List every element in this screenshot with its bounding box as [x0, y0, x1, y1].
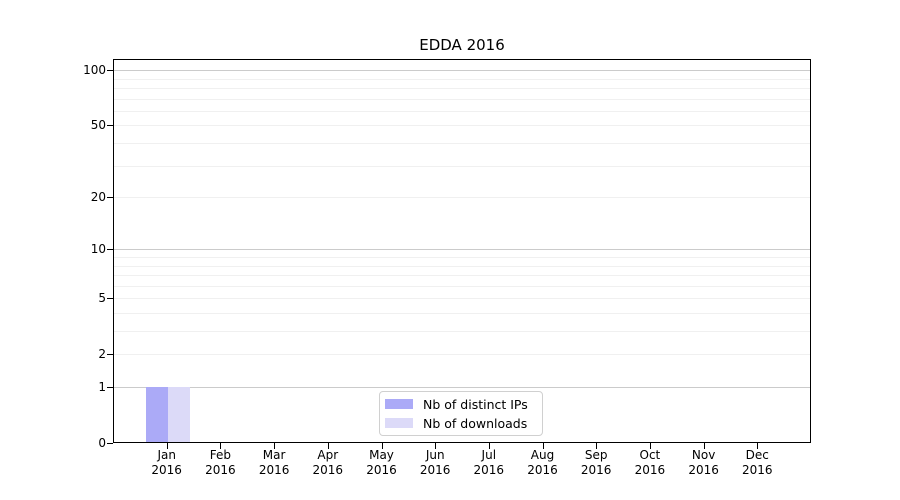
legend-swatch-distinct-ips [385, 399, 413, 409]
gridline-minor [114, 98, 810, 100]
x-axis-tick-label: Oct 2016 [622, 448, 678, 478]
x-tick-mark [327, 443, 329, 449]
x-axis-tick-label: Dec 2016 [729, 448, 785, 478]
y-axis-tick-label: 2 [98, 347, 106, 362]
legend-entry-distinct-ips: Nb of distinct IPs [385, 396, 534, 412]
y-tick-mark [107, 354, 113, 356]
x-tick-mark [381, 443, 383, 449]
y-tick-mark [107, 125, 113, 127]
x-axis-tick-label: Jul 2016 [461, 448, 517, 478]
x-axis-tick-label: Sep 2016 [568, 448, 624, 478]
legend: Nb of distinct IPs Nb of downloads [379, 391, 543, 436]
x-axis-tick-label: Jan 2016 [139, 448, 195, 478]
y-axis-tick-label: 50 [90, 118, 106, 133]
x-tick-mark [649, 443, 651, 449]
x-tick-year: 2016 [742, 463, 773, 477]
x-tick-mark [703, 443, 705, 449]
x-tick-year: 2016 [580, 463, 612, 477]
gridline-major [114, 387, 810, 388]
gridline-minor [114, 165, 810, 167]
x-tick-year: 2016 [312, 463, 344, 477]
x-tick-year: 2016 [258, 463, 290, 477]
y-tick-mark [107, 70, 113, 72]
y-tick-mark [107, 197, 113, 199]
gridline-minor [114, 78, 810, 80]
x-tick-mark [596, 443, 598, 449]
gridline-minor [114, 354, 810, 356]
x-tick-mark [435, 443, 437, 449]
legend-label-downloads: Nb of downloads [423, 415, 528, 431]
x-tick-month: Sep [584, 448, 608, 462]
gridline-minor [114, 257, 810, 258]
gridline-major [114, 70, 810, 72]
x-tick-month: Oct [639, 448, 661, 462]
x-tick-month: Dec [745, 448, 769, 462]
gridline-minor [114, 110, 810, 112]
x-axis-tick-label: Apr 2016 [300, 448, 356, 478]
y-axis-tick-label: 5 [98, 291, 106, 306]
x-tick-year: 2016 [419, 463, 451, 477]
x-tick-year: 2016 [473, 463, 505, 477]
y-axis-tick-label: 100 [83, 63, 106, 78]
x-tick-year: 2016 [527, 463, 558, 477]
y-tick-mark [107, 443, 113, 444]
x-tick-month: May [369, 448, 394, 462]
x-tick-mark [166, 443, 168, 449]
x-tick-month: Nov [691, 448, 716, 462]
y-axis-tick-label: 20 [90, 190, 106, 205]
x-tick-year: 2016 [151, 463, 182, 477]
x-tick-month: Aug [530, 448, 555, 462]
gridline-major [114, 249, 810, 251]
x-axis-tick-label: Jun 2016 [407, 448, 463, 478]
x-tick-mark [488, 443, 490, 449]
bar-nb-of-distinct-ips [145, 387, 168, 442]
x-tick-year: 2016 [634, 463, 666, 477]
y-tick-mark [107, 249, 113, 251]
legend-label-distinct-ips: Nb of distinct IPs [423, 396, 528, 412]
x-tick-mark [542, 443, 544, 449]
y-axis-tick-label: 1 [98, 380, 106, 394]
gridline-minor [114, 143, 810, 144]
gridline-minor [114, 285, 810, 287]
gridline-minor [114, 313, 810, 314]
x-tick-month: Apr [317, 448, 339, 462]
legend-swatch-downloads [385, 418, 413, 428]
x-tick-mark [274, 443, 276, 449]
y-tick-mark [107, 298, 113, 300]
plot-area [113, 59, 811, 443]
x-tick-year: 2016 [688, 463, 719, 477]
x-tick-year: 2016 [205, 463, 236, 477]
y-axis-tick-label: 10 [90, 242, 106, 257]
x-axis-tick-label: Aug 2016 [515, 448, 571, 478]
gridline-minor [114, 275, 810, 276]
gridline-minor [114, 197, 810, 199]
gridline-minor [114, 298, 810, 300]
x-tick-month: Mar [262, 448, 286, 462]
x-tick-month: Jul [481, 448, 497, 462]
gridline-minor [114, 331, 810, 332]
y-axis-tick-label: 0 [98, 436, 106, 450]
x-axis-tick-label: Mar 2016 [246, 448, 302, 478]
x-tick-mark [757, 443, 759, 449]
gridline-minor [114, 265, 810, 267]
legend-entry-downloads: Nb of downloads [385, 415, 534, 431]
bar-nb-of-downloads [167, 387, 190, 442]
gridline-minor [114, 88, 810, 89]
x-tick-month: Jan [157, 448, 176, 462]
x-axis-tick-label: May 2016 [354, 448, 410, 478]
x-axis-tick-label: Nov 2016 [676, 448, 732, 478]
gridline-minor [114, 125, 810, 127]
x-tick-year: 2016 [366, 463, 397, 477]
y-tick-mark [107, 387, 113, 388]
x-tick-mark [220, 443, 222, 449]
x-axis-tick-label: Feb 2016 [192, 448, 248, 478]
chart-title: EDDA 2016 [419, 36, 505, 54]
x-tick-month: Feb [209, 448, 232, 462]
x-tick-month: Jun [425, 448, 445, 462]
